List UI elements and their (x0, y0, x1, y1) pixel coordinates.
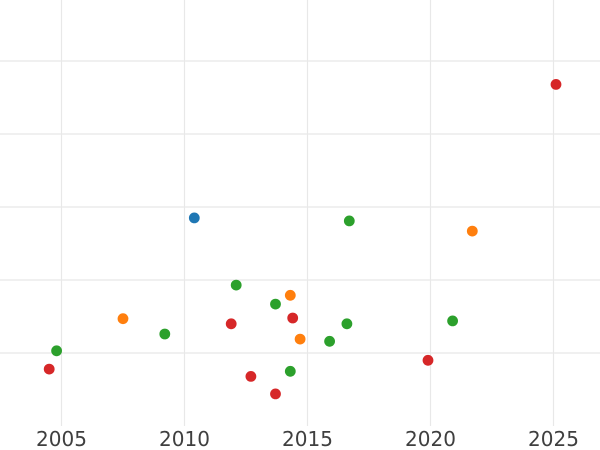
x-axis-tick-labels: 2005 2010 2015 2020 2025 (36, 427, 579, 450)
data-point-green (284, 365, 296, 377)
data-point-red (43, 363, 55, 375)
data-point-orange (294, 333, 306, 345)
data-point-blue (188, 212, 200, 224)
data-point-green (270, 298, 281, 310)
gridlines (0, 0, 600, 426)
x-tick-label: 2005 (36, 427, 87, 450)
data-point-green (159, 328, 171, 340)
data-point-green (230, 279, 242, 291)
data-point-red (245, 371, 257, 382)
data-point-red (550, 79, 562, 90)
data-point-red (270, 388, 281, 400)
x-tick-label: 2015 (282, 427, 333, 450)
data-point-orange (466, 225, 478, 237)
data-point-red (422, 354, 434, 366)
data-point-orange (117, 313, 129, 325)
x-tick-label: 2025 (528, 427, 579, 450)
data-points (43, 79, 562, 400)
x-tick-label: 2010 (159, 427, 210, 450)
data-point-green (324, 335, 335, 347)
data-point-green (341, 318, 353, 330)
data-point-red (287, 312, 299, 324)
data-point-green (343, 215, 355, 227)
data-point-green (447, 315, 458, 327)
data-point-red (225, 318, 237, 330)
data-point-orange (284, 289, 296, 301)
data-point-green (51, 345, 62, 357)
x-tick-label: 2020 (405, 427, 456, 450)
